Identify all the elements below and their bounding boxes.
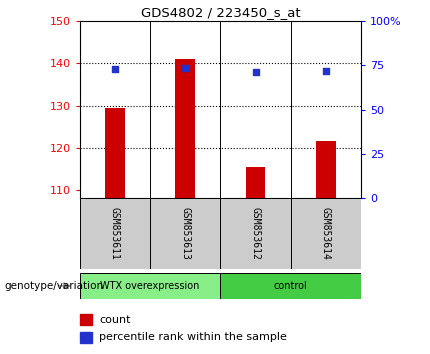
Text: percentile rank within the sample: percentile rank within the sample <box>99 332 287 342</box>
Bar <box>80 314 92 325</box>
Bar <box>150 198 220 269</box>
Text: control: control <box>274 281 307 291</box>
Bar <box>220 198 291 269</box>
Bar <box>80 332 92 343</box>
Text: GSM853612: GSM853612 <box>251 207 261 260</box>
Text: GSM853613: GSM853613 <box>180 207 190 260</box>
Bar <box>220 273 361 299</box>
Title: GDS4802 / 223450_s_at: GDS4802 / 223450_s_at <box>141 6 300 19</box>
Bar <box>105 108 125 198</box>
Point <box>182 65 189 71</box>
Bar <box>80 198 150 269</box>
Bar <box>80 273 220 299</box>
Point <box>252 69 259 74</box>
Point <box>322 68 329 74</box>
Bar <box>246 167 265 198</box>
Text: count: count <box>99 315 131 325</box>
Bar <box>175 59 195 198</box>
Bar <box>291 198 361 269</box>
Point <box>111 66 118 72</box>
Text: GSM853611: GSM853611 <box>110 207 120 260</box>
Text: GSM853614: GSM853614 <box>321 207 331 260</box>
Text: genotype/variation: genotype/variation <box>4 281 104 291</box>
Text: WTX overexpression: WTX overexpression <box>100 281 200 291</box>
Bar <box>316 141 336 198</box>
